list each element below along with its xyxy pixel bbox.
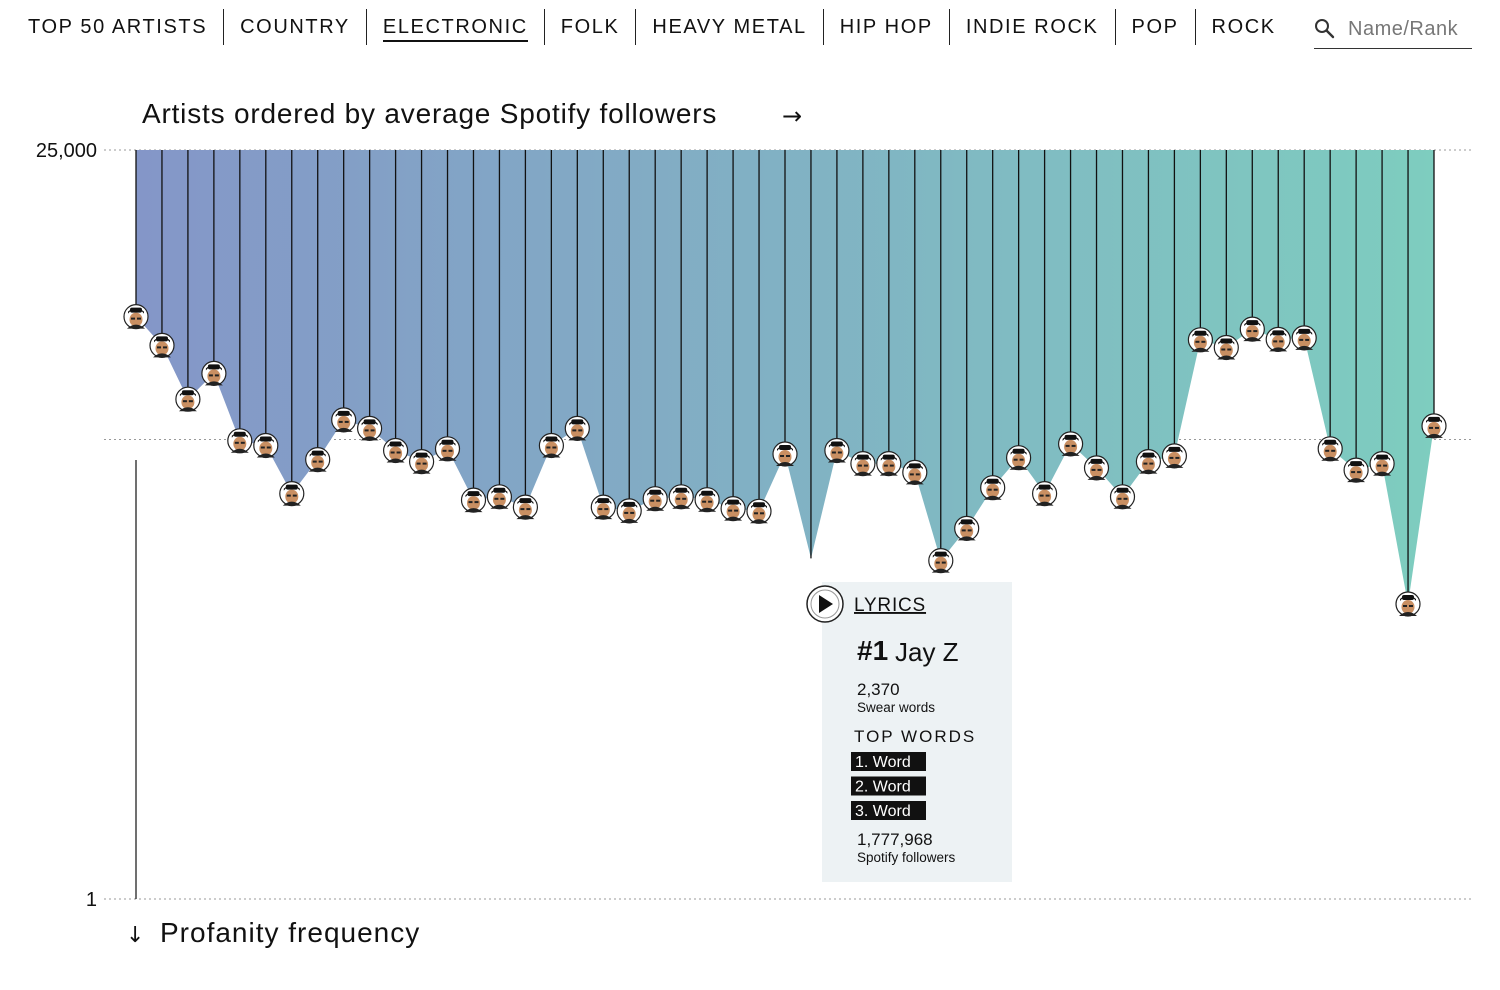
nav-tab-heavy-metal[interactable]: HEAVY METAL [636,9,824,45]
artist-avatar-marker[interactable] [1057,431,1084,457]
nav-tab-label: HIP HOP [839,16,933,38]
top-word-badge [851,752,926,771]
artist-avatar-marker[interactable] [616,498,642,524]
chart-title[interactable]: Artists ordered by average Spotify follo… [142,98,717,129]
swear-label: Swear words [857,700,935,715]
artist-rank: #1 [857,635,888,666]
artist-avatar-marker[interactable] [1239,316,1265,342]
artist-avatar-marker[interactable] [850,451,876,477]
top-word-badge [851,776,926,796]
artist-avatar-marker[interactable] [720,496,746,522]
nav-tab-label: TOP 50 ARTISTS [28,16,208,38]
genre-nav: TOP 50 ARTISTS COUNTRY ELECTRONIC FOLK HEAVY… [12,8,1292,46]
y-tick-label: 1 [86,889,97,911]
artist-avatar-marker[interactable] [305,447,331,473]
artist-name: Jay Z [895,637,959,667]
artist-avatar-marker[interactable] [668,484,694,510]
artist-avatar-marker[interactable] [460,487,487,513]
artist-avatar-marker[interactable] [824,437,850,464]
artist-avatar-marker[interactable] [772,441,798,467]
artist-avatar-marker[interactable] [383,437,409,464]
artist-avatar-marker[interactable] [538,432,565,459]
artist-avatar-marker[interactable] [746,498,772,524]
artist-avatar-marker[interactable] [253,432,279,459]
artist-avatar-marker[interactable] [1031,481,1058,507]
search-input[interactable] [1346,16,1472,42]
artist-avatar-marker[interactable] [928,547,954,574]
y-tick-label: 25,000 [36,140,97,162]
artist-avatar-marker[interactable] [1291,325,1317,351]
nav-tab-folk[interactable]: FOLK [545,9,637,45]
artist-avatar-marker[interactable] [486,484,512,510]
nav-tab-label: COUNTRY [240,16,350,38]
artist-avatar-marker[interactable] [1343,457,1369,483]
artist-avatar-marker[interactable] [434,436,461,462]
artist-avatar-marker[interactable] [123,304,149,330]
nav-tab-country[interactable]: COUNTRY [224,9,367,45]
search-box[interactable] [1314,10,1472,49]
top-word-text: 3. Word [855,803,911,820]
artist-avatar-marker[interactable] [1135,449,1162,475]
top-words-heading: TOP WORDS [854,727,976,746]
artist-avatar-marker[interactable] [564,415,590,441]
artist-avatar-marker[interactable] [1083,455,1110,481]
artist-avatar-marker[interactable] [694,487,720,513]
follower-count: 1,777,968 [857,830,933,849]
artist-avatar-marker[interactable] [590,494,616,520]
artist-avatar-marker[interactable] [902,459,928,485]
swear-count: 2,370 [857,680,900,699]
artist-avatar-marker[interactable] [409,449,435,475]
artist-avatar-marker[interactable] [1187,327,1214,353]
artist-avatar-marker[interactable] [876,451,902,477]
title-arrow-icon[interactable]: → [782,102,802,130]
artist-avatar-marker[interactable] [331,407,357,433]
artist-avatar-marker[interactable] [1369,451,1395,477]
nav-tab-rock[interactable]: ROCK [1196,9,1292,45]
top-word-text: 2. Word [855,779,911,796]
artist-avatar-marker[interactable] [1265,326,1291,352]
nav-tab-label: POP [1131,16,1179,38]
artist-avatar-marker[interactable] [1161,443,1188,469]
search-icon [1315,19,1335,39]
artist-avatar-marker[interactable] [279,481,305,507]
artist-avatar-marker[interactable] [980,475,1006,501]
artist-tooltip [822,582,1012,882]
artist-avatar-marker[interactable] [1395,591,1421,617]
artist-avatar-marker[interactable] [201,360,227,386]
nav-tab-label: ELECTRONIC [382,16,528,42]
artist-avatar-marker[interactable] [1421,413,1447,439]
lyrics-link[interactable]: LYRICS [854,595,926,616]
play-button[interactable] [806,585,844,623]
artist-avatar-marker[interactable] [1213,334,1239,361]
artist-avatar-marker[interactable] [1317,436,1343,462]
top-word-text: 1. Word [855,754,911,771]
artist-avatar-marker[interactable] [512,494,539,520]
followers-label: Spotify followers [857,850,956,865]
artist-avatar-marker[interactable] [175,386,201,412]
nav-tab-label: HEAVY METAL [652,16,807,38]
artist-avatar-marker[interactable] [1005,445,1032,471]
nav-tab-pop[interactable]: POP [1116,9,1196,45]
artist-avatar-marker[interactable] [1109,484,1136,510]
nav-tab-top-50-artists[interactable]: TOP 50 ARTISTS [12,9,225,45]
nav-tab-indie-rock[interactable]: INDIE ROCK [950,9,1116,45]
nav-tab-hip-hop[interactable]: HIP HOP [824,9,950,45]
artist-avatar-marker[interactable] [642,486,668,512]
top-word-badge [851,801,926,820]
artist-avatar-marker[interactable] [954,515,980,542]
artist-avatar-marker[interactable] [227,428,253,454]
nav-tab-label: FOLK [560,16,620,38]
artist-avatar-marker[interactable] [149,332,175,358]
nav-tab-label: ROCK [1211,16,1276,38]
y-axis-label[interactable]: Profanity frequency [160,917,420,948]
y-axis-arrow-icon: ↓ [126,923,144,948]
artist-avatar-marker[interactable] [357,415,383,441]
nav-tab-electronic[interactable]: ELECTRONIC [367,9,545,45]
play-icon [819,595,833,613]
nav-tab-label: INDIE ROCK [965,16,1099,38]
